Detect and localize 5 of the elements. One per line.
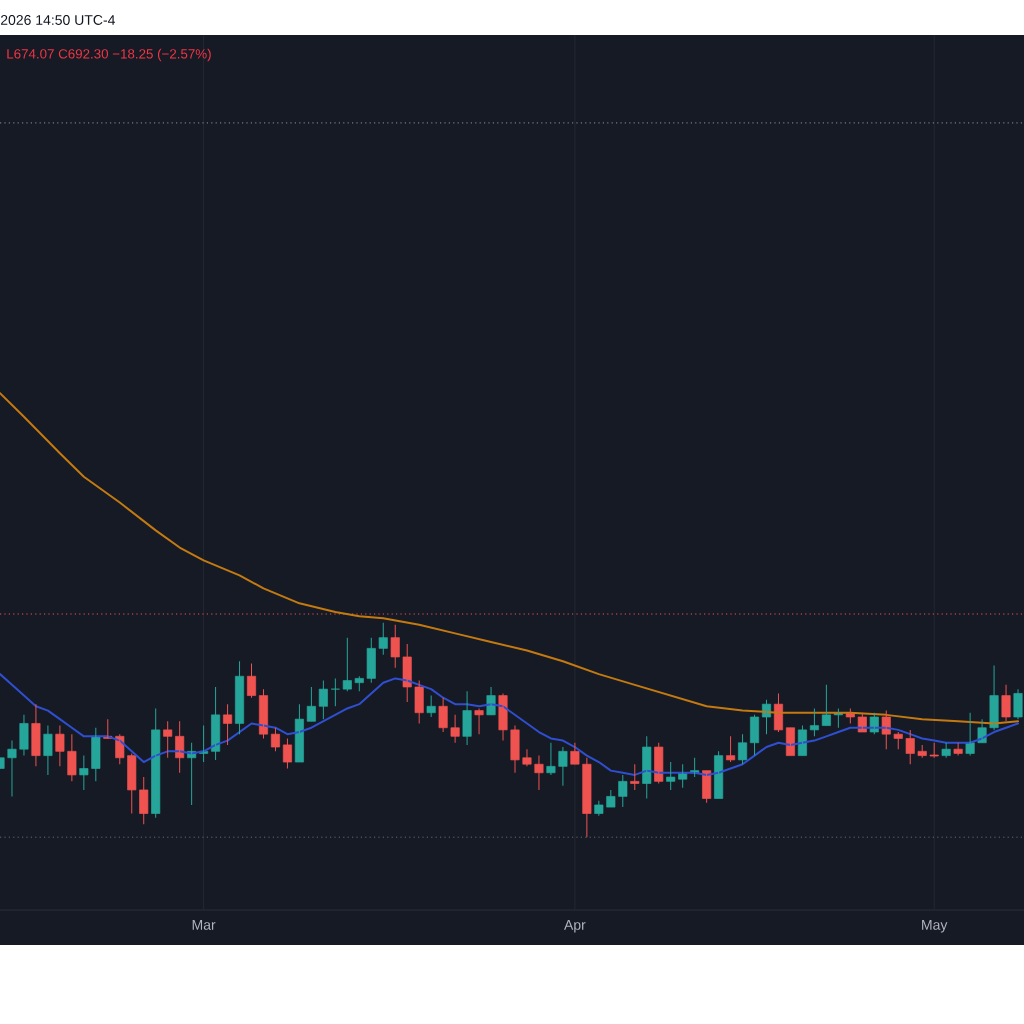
- x-tick-label: May: [922, 920, 948, 933]
- x-tick-label: Apr: [564, 920, 586, 933]
- text: L674.07 C692.30 −18.25 (−2.57%): [7, 48, 211, 62]
- x-tick-label: Mar: [192, 920, 216, 930]
- text: 2026 14:50 UTC-4: [0, 15, 115, 25]
